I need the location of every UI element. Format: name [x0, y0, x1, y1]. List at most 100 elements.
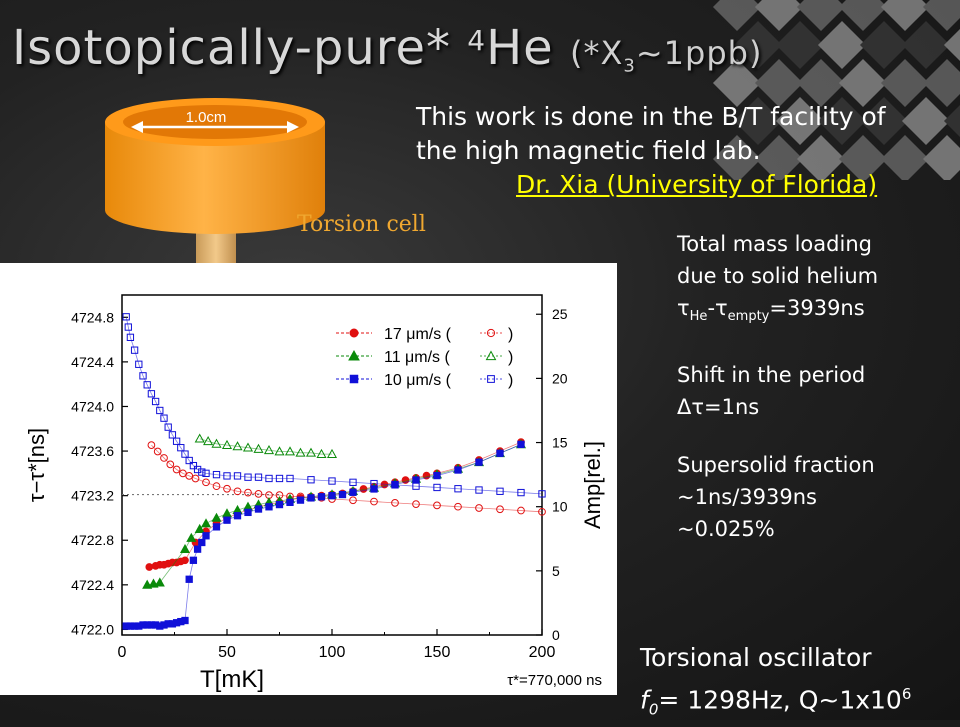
- data-point: [194, 433, 205, 443]
- x-tick-label: 100: [319, 644, 346, 661]
- chart-panel: 0 50 100 150 200 4722.0 4722.4 4722.8 4723.2 4723…: [0, 263, 617, 695]
- data-point: [122, 313, 130, 321]
- intro-line-1: This work is done in the B/T facility of: [416, 102, 886, 131]
- data-point: [172, 437, 181, 445]
- data-point: [160, 414, 168, 422]
- data-point: [147, 441, 156, 449]
- data-point: [233, 512, 242, 520]
- data-point: [496, 449, 504, 457]
- data-point: [244, 488, 252, 497]
- data-point: [185, 472, 194, 480]
- supersolid-line-3: ~0.025%: [677, 517, 775, 542]
- data-point: [475, 458, 483, 466]
- legend-label: 17 μm/s (: [384, 326, 452, 343]
- oscillator-info: Torsional oscillator f0= 1298Hz, Q~1x106: [640, 640, 911, 727]
- supersolid-line-2: ~1ns/3939ns: [677, 485, 817, 510]
- torsion-cell-illustration: 1.0cm: [105, 98, 325, 330]
- y-left-tick-label: 4724.8: [71, 309, 114, 325]
- data-point: [139, 372, 147, 380]
- data-point: [212, 482, 221, 491]
- cell-body: [105, 122, 325, 234]
- data-point: [254, 473, 263, 481]
- x-tick-label: 150: [424, 644, 451, 661]
- data-point: [154, 577, 165, 587]
- data-point: [296, 496, 305, 504]
- data-point: [193, 465, 202, 474]
- legend-label: 11 μm/s (: [384, 349, 450, 366]
- oscillator-line-2: f0= 1298Hz, Q~1x106: [640, 685, 912, 719]
- data-point: [126, 333, 135, 341]
- legend-marker-filled: [348, 349, 360, 361]
- data-point: [326, 448, 338, 458]
- data-point: [295, 447, 306, 457]
- data-point: [166, 460, 175, 469]
- shift-value: Δτ=1ns: [677, 395, 760, 420]
- facts-panel: Total mass loading due to solid helium τ…: [677, 228, 878, 545]
- data-point: [475, 486, 483, 494]
- data-point: [349, 496, 357, 505]
- slide-title: Isotopically-pure* 4He (*X3~1ppb): [12, 20, 763, 77]
- data-point: [223, 516, 231, 524]
- data-point: [172, 465, 181, 474]
- y-right-tick-label: 15: [552, 435, 568, 451]
- data-point: [153, 447, 162, 456]
- data-point: [265, 503, 273, 511]
- data-point: [391, 481, 399, 489]
- data-point: [232, 441, 243, 451]
- legend-marker-open: [487, 375, 495, 383]
- data-point: [143, 381, 151, 389]
- dimension-arrow-left: [131, 121, 143, 133]
- data-point: [211, 512, 222, 522]
- y-left-tick-label: 4722.0: [71, 621, 114, 637]
- data-point: [307, 476, 315, 484]
- data-point: [305, 447, 317, 457]
- mass-line-1: Total mass loading: [677, 232, 872, 256]
- cell-dimension-label: 1.0cm: [186, 109, 227, 126]
- data-point: [254, 505, 263, 513]
- data-point: [221, 439, 233, 449]
- data-point: [181, 556, 189, 565]
- y-right-tick-label: 5: [552, 563, 560, 579]
- y-right-axis-label: Amp[rel.]: [580, 441, 605, 529]
- data-point: [244, 473, 252, 481]
- data-point: [242, 442, 254, 452]
- data-point: [177, 444, 185, 452]
- data-point: [286, 498, 294, 506]
- data-point: [147, 390, 156, 398]
- y-right-tick-label: 0: [552, 627, 560, 643]
- y-left-tick-label: 4723.2: [71, 488, 114, 504]
- mass-line-2: due to solid helium: [677, 264, 879, 288]
- data-point: [338, 490, 347, 499]
- data-point: [185, 456, 193, 465]
- y-left-tick-label: 4723.6: [71, 443, 114, 459]
- credit-link[interactable]: Dr. Xia (University of Florida): [516, 170, 878, 199]
- legend-label-suffix: ): [508, 326, 513, 343]
- data-point: [189, 461, 198, 470]
- data-point: [221, 508, 233, 518]
- data-point: [496, 487, 504, 495]
- legend-marker-filled: [349, 374, 359, 384]
- data-point: [370, 485, 378, 493]
- data-point: [517, 488, 525, 497]
- data-point: [124, 323, 132, 331]
- data-point: [517, 440, 525, 449]
- data-point: [198, 538, 206, 547]
- data-point: [391, 498, 399, 507]
- y-right-tick-label: 25: [552, 306, 568, 322]
- data-point: [186, 532, 197, 542]
- data-point: [135, 360, 143, 368]
- data-point: [202, 478, 210, 487]
- y-left-tick-label: 4724.4: [71, 354, 114, 370]
- data-point: [412, 476, 420, 484]
- data-point: [156, 406, 164, 415]
- data-point: [179, 469, 187, 478]
- data-point: [212, 470, 221, 479]
- supersolid-line-1: Supersolid fraction: [677, 453, 875, 478]
- shift-line-1: Shift in the period: [677, 363, 866, 388]
- data-point: [202, 532, 210, 540]
- data-point: [517, 506, 525, 515]
- dimension-arrow-right: [287, 121, 299, 133]
- data-point: [189, 556, 198, 564]
- data-point: [202, 469, 210, 477]
- data-point: [233, 472, 242, 480]
